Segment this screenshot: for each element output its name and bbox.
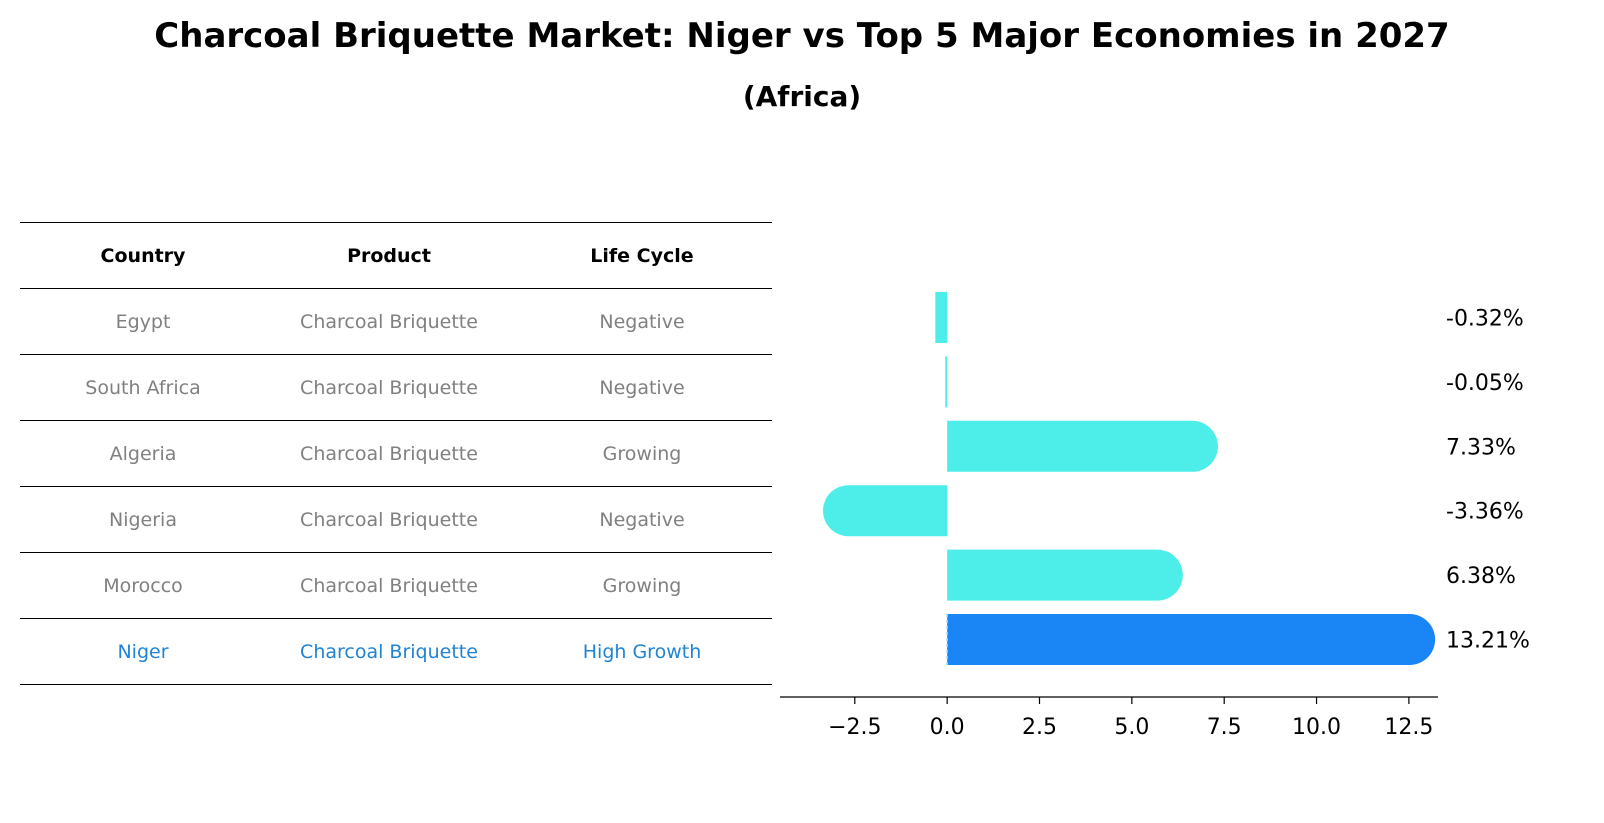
bar-egypt (935, 292, 948, 343)
cell-country: Algeria (20, 420, 266, 487)
cell-product: Charcoal Briquette (266, 420, 512, 487)
table-row: South Africa Charcoal Briquette Negative (20, 354, 772, 421)
x-tick-label: 7.5 (1207, 715, 1242, 740)
table-row: Morocco Charcoal Briquette Growing (20, 552, 772, 619)
x-tick-label: 2.5 (1022, 715, 1057, 740)
cell-life-cycle: Negative (512, 288, 772, 355)
table-row: Egypt Charcoal Briquette Negative (20, 288, 772, 355)
cell-life-cycle: Growing (512, 420, 772, 487)
header-country: Country (20, 222, 266, 289)
growth-bar-chart: -0.32% -0.05% 7.33% -3.36% 6.38% 13.21% −2.5 0.… (780, 292, 1530, 740)
comparison-table: Country Product Life Cycle Egypt Charcoa… (20, 222, 772, 685)
x-tick-label: −2.5 (828, 715, 881, 740)
cell-life-cycle: High Growth (512, 618, 772, 685)
value-label: 7.33% (1446, 435, 1516, 460)
value-label: -3.36% (1446, 500, 1524, 525)
cell-product: Charcoal Briquette (266, 354, 512, 421)
header-life-cycle: Life Cycle (512, 222, 772, 289)
cell-life-cycle: Negative (512, 486, 772, 553)
cell-life-cycle: Negative (512, 354, 772, 421)
table-row: Nigeria Charcoal Briquette Negative (20, 486, 772, 553)
cell-country: South Africa (20, 354, 266, 421)
value-label: -0.05% (1446, 371, 1524, 396)
bar-nigeria (823, 485, 948, 537)
value-label: 6.38% (1446, 564, 1516, 589)
bar-south-africa (945, 356, 948, 408)
chart-subtitle: (Africa) (742, 80, 862, 113)
value-label: -0.32% (1446, 307, 1524, 332)
table-header-row: Country Product Life Cycle (20, 222, 772, 289)
chart-title: Charcoal Briquette Market: Niger vs Top … (154, 16, 1450, 56)
table-row: Algeria Charcoal Briquette Growing (20, 420, 772, 487)
x-tick-label: 0.0 (930, 715, 965, 740)
bar-algeria (947, 420, 1218, 472)
x-tick-label: 10.0 (1292, 715, 1341, 740)
value-label: 13.21% (1446, 629, 1530, 654)
cell-product: Charcoal Briquette (266, 618, 512, 685)
x-tick-label: 12.5 (1384, 715, 1433, 740)
cell-country: Niger (20, 618, 266, 685)
bar-morocco (947, 549, 1183, 601)
cell-life-cycle: Growing (512, 552, 772, 619)
cell-product: Charcoal Briquette (266, 552, 512, 619)
x-tick-label: 5.0 (1114, 715, 1149, 740)
cell-country: Egypt (20, 288, 266, 355)
cell-country: Nigeria (20, 486, 266, 553)
cell-product: Charcoal Briquette (266, 288, 512, 355)
cell-product: Charcoal Briquette (266, 486, 512, 553)
cell-country: Morocco (20, 552, 266, 619)
bar-niger (947, 614, 1436, 665)
header-product: Product (266, 222, 512, 289)
table-row-highlight: Niger Charcoal Briquette High Growth (20, 618, 772, 685)
